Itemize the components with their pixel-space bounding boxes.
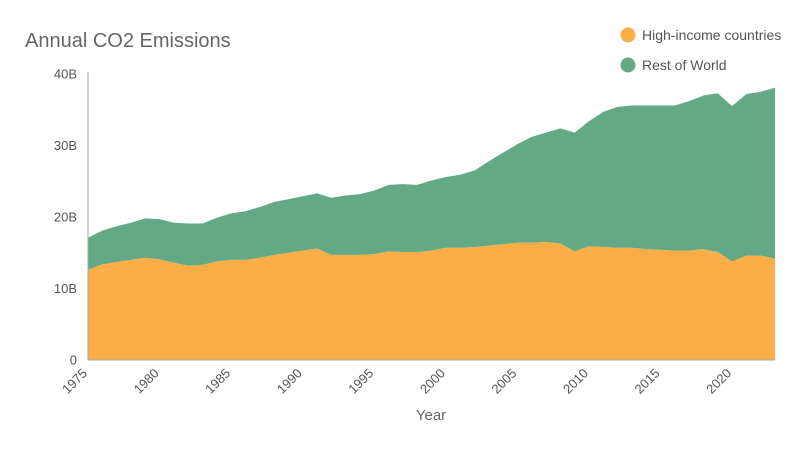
y-tick-label: 30B (54, 138, 77, 153)
area-series-rest-of-world (88, 87, 775, 270)
x-tick-label: 2015 (632, 366, 663, 397)
x-axis: 1975 1980 1985 1990 1995 2000 2005 2010 2015 2020 (59, 359, 775, 397)
y-tick-label: 40B (54, 67, 77, 82)
x-tick-label: 2020 (703, 366, 734, 397)
y-tick-label: 20B (54, 210, 77, 225)
y-tick-label: 0 (70, 353, 77, 368)
x-axis-title: Year (416, 407, 446, 424)
legend-label-high-income: High-income countries (642, 27, 781, 43)
legend-swatch-rest-of-world (620, 57, 636, 73)
x-tick-label: 2000 (417, 366, 448, 397)
x-tick-label: 2010 (560, 366, 591, 397)
x-tick-label: 1975 (59, 366, 90, 397)
x-tick-label: 1990 (274, 366, 305, 397)
x-tick-label: 1985 (202, 366, 233, 397)
x-tick-label: 1995 (345, 366, 376, 397)
legend-label-rest-of-world: Rest of World (642, 57, 727, 73)
legend: High-income countries Rest of World (620, 27, 782, 73)
chart-title: Annual CO2 Emissions (25, 30, 231, 52)
legend-item-rest-of-world[interactable]: Rest of World (620, 57, 727, 73)
y-tick-label: 10B (54, 281, 77, 296)
y-axis: 0 10B 20B 30B 40B (54, 67, 89, 368)
area-series-high-income (88, 242, 775, 360)
plot-area (88, 87, 775, 360)
legend-swatch-high-income (620, 27, 636, 43)
legend-item-high-income[interactable]: High-income countries (620, 27, 782, 43)
x-tick-label: 1980 (131, 366, 162, 397)
x-tick-label: 2005 (488, 366, 519, 397)
